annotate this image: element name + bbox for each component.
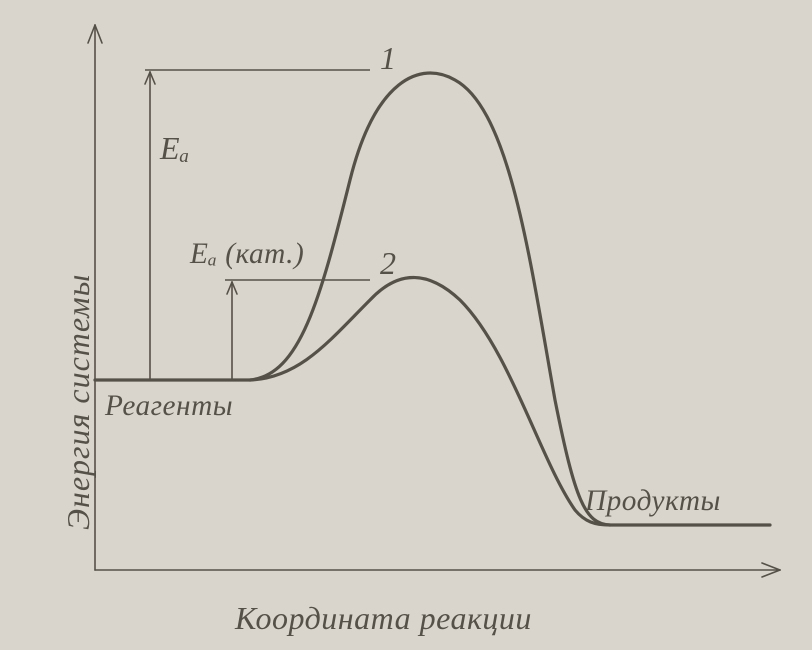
y-axis-label: Энергия системы — [60, 274, 97, 530]
curve-2-label: 2 — [380, 245, 397, 282]
diagram-stage: Энергия системы Координата реакции Реаге… — [0, 0, 812, 650]
products-label: Продукты — [585, 485, 721, 518]
activation-energy-arrows — [145, 72, 237, 380]
diagram-svg — [0, 0, 812, 650]
ea-cat-label: Eₐ (кат.) — [190, 238, 304, 271]
curve-1 — [95, 73, 770, 525]
x-axis-label: Координата реакции — [235, 600, 532, 637]
ea-label: Eₐ — [160, 130, 190, 167]
curve-1-label: 1 — [380, 40, 397, 77]
energy-curves — [95, 73, 770, 525]
reagents-label: Реагенты — [105, 390, 233, 423]
